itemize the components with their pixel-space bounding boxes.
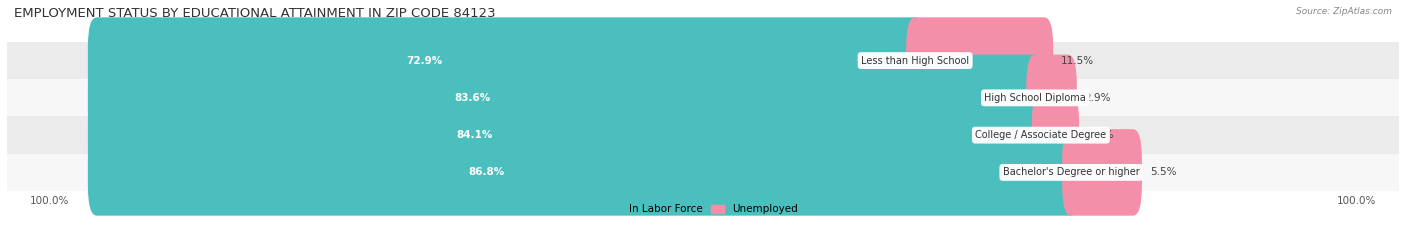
FancyBboxPatch shape [1026, 55, 1077, 141]
FancyBboxPatch shape [7, 154, 1399, 191]
FancyBboxPatch shape [1032, 92, 1078, 178]
Text: 11.5%: 11.5% [1062, 56, 1094, 65]
Text: Bachelor's Degree or higher: Bachelor's Degree or higher [1002, 168, 1140, 177]
Text: 2.9%: 2.9% [1084, 93, 1111, 103]
Text: 100.0%: 100.0% [30, 195, 69, 206]
Text: Less than High School: Less than High School [860, 56, 969, 65]
FancyBboxPatch shape [87, 129, 1080, 216]
FancyBboxPatch shape [7, 116, 1399, 154]
FancyBboxPatch shape [7, 79, 1399, 116]
Text: 86.8%: 86.8% [468, 168, 505, 177]
Text: EMPLOYMENT STATUS BY EDUCATIONAL ATTAINMENT IN ZIP CODE 84123: EMPLOYMENT STATUS BY EDUCATIONAL ATTAINM… [14, 7, 496, 20]
Text: High School Diploma: High School Diploma [984, 93, 1087, 103]
FancyBboxPatch shape [1062, 129, 1142, 216]
Text: 2.6%: 2.6% [1087, 130, 1114, 140]
FancyBboxPatch shape [87, 92, 1050, 178]
Legend: In Labor Force, Unemployed: In Labor Force, Unemployed [605, 200, 801, 219]
Text: 100.0%: 100.0% [1337, 195, 1376, 206]
Text: 83.6%: 83.6% [454, 93, 491, 103]
Text: 84.1%: 84.1% [457, 130, 492, 140]
FancyBboxPatch shape [7, 42, 1399, 79]
Text: 5.5%: 5.5% [1150, 168, 1177, 177]
FancyBboxPatch shape [87, 17, 924, 104]
Text: 72.9%: 72.9% [406, 56, 443, 65]
Text: College / Associate Degree: College / Associate Degree [976, 130, 1107, 140]
FancyBboxPatch shape [87, 55, 1045, 141]
Text: Source: ZipAtlas.com: Source: ZipAtlas.com [1296, 7, 1392, 16]
FancyBboxPatch shape [907, 17, 1053, 104]
